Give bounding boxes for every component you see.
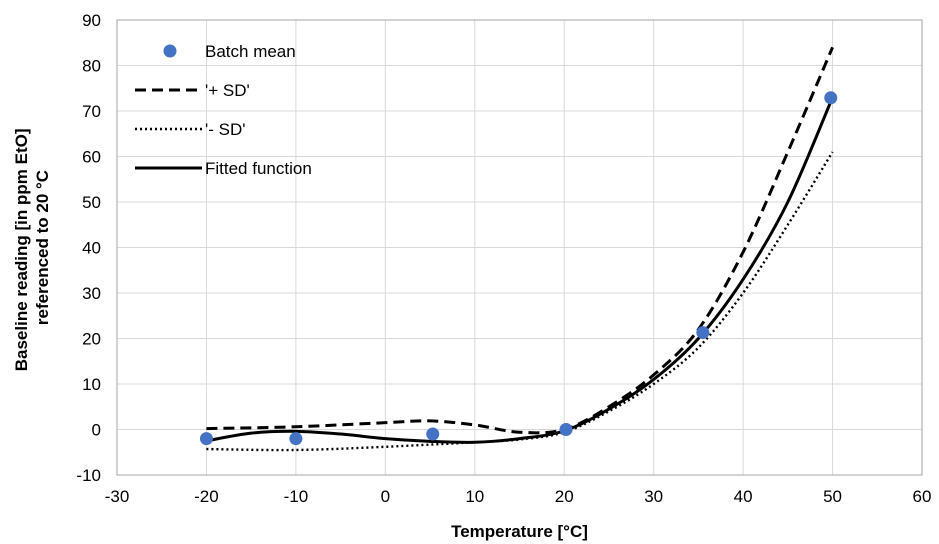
y-tick-label: 60 xyxy=(82,148,101,167)
batch-mean-point xyxy=(824,91,838,105)
x-axis-tick-labels: -30 -20 -10 0 10 20 30 40 50 60 xyxy=(105,487,932,506)
y-tick-label: 80 xyxy=(82,57,101,76)
y-axis-title-line-2: referenced to 20 °C xyxy=(33,170,52,325)
y-tick-label: 10 xyxy=(82,375,101,394)
y-tick-label: 0 xyxy=(92,421,101,440)
legend-label-sd: '- SD' xyxy=(205,120,246,139)
legend: Batch mean '+ SD' '- SD' Fitted function xyxy=(135,42,312,178)
x-axis-title: Temperature [°C] xyxy=(451,522,588,541)
series-line-fitted-function xyxy=(206,96,834,444)
y-tick-label: 40 xyxy=(82,239,101,258)
y-tick-label: 50 xyxy=(82,193,101,212)
batch-mean-point xyxy=(559,423,573,436)
x-tick-label: 0 xyxy=(381,487,390,506)
series-line-sd xyxy=(206,151,834,452)
legend-label-batch-mean: Batch mean xyxy=(205,42,296,61)
batch-mean-point xyxy=(426,427,440,441)
y-tick-label: 70 xyxy=(82,102,101,121)
y-axis-title-line-1: Baseline reading [in ppm EtO] xyxy=(12,128,31,371)
batch-mean-point xyxy=(696,326,710,340)
batch-mean-point xyxy=(289,432,303,446)
y-tick-label: -10 xyxy=(76,466,101,485)
x-tick-label: 40 xyxy=(734,487,753,506)
y-tick-label: 20 xyxy=(82,330,101,349)
legend-label-sd: '+ SD' xyxy=(205,81,250,100)
y-axis-tick-labels: -10 0 10 20 30 40 50 60 70 80 90 xyxy=(76,11,101,485)
x-tick-label: -30 xyxy=(105,487,130,506)
plot-area-frame xyxy=(116,19,923,476)
x-tick-label: 20 xyxy=(555,487,574,506)
y-tick-label: 30 xyxy=(82,284,101,303)
x-tick-label: 60 xyxy=(913,487,932,506)
series-layer xyxy=(199,46,838,452)
x-tick-label: 10 xyxy=(465,487,484,506)
x-tick-label: 50 xyxy=(823,487,842,506)
y-axis-title: Baseline reading [in ppm EtO] referenced… xyxy=(12,124,52,372)
x-tick-label: -20 xyxy=(194,487,219,506)
x-tick-label: -10 xyxy=(284,487,309,506)
legend-marker-batch-mean xyxy=(163,44,177,58)
legend-label-fitted-function: Fitted function xyxy=(205,159,312,178)
y-tick-label: 90 xyxy=(82,11,101,30)
batch-mean-point xyxy=(199,432,213,446)
x-tick-label: 30 xyxy=(644,487,663,506)
